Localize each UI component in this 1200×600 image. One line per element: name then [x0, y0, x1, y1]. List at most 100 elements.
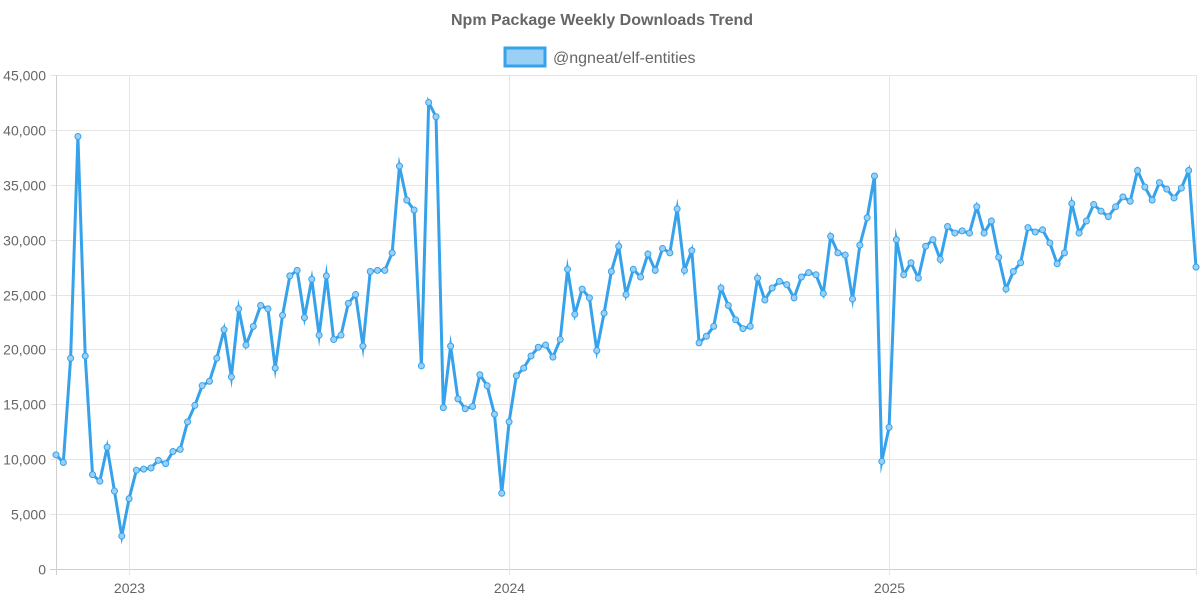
data-point[interactable]: [322, 272, 330, 280]
data-point[interactable]: [688, 247, 696, 255]
data-point[interactable]: [914, 274, 922, 282]
data-point[interactable]: [1075, 229, 1083, 237]
data-point[interactable]: [885, 423, 893, 431]
data-point[interactable]: [571, 310, 579, 318]
data-point[interactable]: [673, 205, 681, 213]
data-point[interactable]: [140, 465, 148, 473]
data-point[interactable]: [67, 354, 75, 362]
data-point[interactable]: [1185, 167, 1193, 175]
data-point[interactable]: [1119, 193, 1127, 201]
data-point[interactable]: [125, 495, 133, 503]
data-point[interactable]: [732, 316, 740, 324]
data-point[interactable]: [425, 98, 433, 106]
legend-swatch[interactable]: [503, 46, 547, 68]
data-point[interactable]: [527, 352, 535, 360]
data-point[interactable]: [388, 249, 396, 257]
data-point[interactable]: [666, 249, 674, 257]
data-point[interactable]: [739, 325, 747, 333]
data-point[interactable]: [768, 284, 776, 292]
data-point[interactable]: [856, 241, 864, 249]
data-point[interactable]: [1009, 268, 1017, 275]
data-point[interactable]: [439, 404, 447, 412]
data-point[interactable]: [615, 242, 623, 250]
data-point[interactable]: [1192, 263, 1200, 271]
data-point[interactable]: [973, 203, 981, 211]
data-point[interactable]: [987, 217, 995, 225]
data-point[interactable]: [374, 266, 382, 274]
data-point[interactable]: [315, 331, 323, 339]
data-point[interactable]: [1082, 217, 1090, 225]
data-point[interactable]: [907, 259, 915, 267]
data-point[interactable]: [797, 273, 805, 281]
data-point[interactable]: [944, 222, 952, 230]
data-point[interactable]: [578, 285, 586, 293]
data-point[interactable]: [1170, 194, 1178, 202]
data-point[interactable]: [995, 253, 1003, 261]
data-point[interactable]: [827, 232, 835, 240]
data-point[interactable]: [330, 336, 338, 344]
data-point[interactable]: [593, 347, 601, 355]
data-point[interactable]: [432, 113, 440, 121]
data-point[interactable]: [783, 281, 791, 289]
data-point[interactable]: [74, 132, 82, 140]
data-point[interactable]: [1177, 184, 1185, 192]
data-point[interactable]: [863, 214, 871, 222]
data-point[interactable]: [1053, 260, 1061, 268]
legend-label[interactable]: @ngneat/elf-entities: [553, 50, 696, 67]
data-point[interactable]: [403, 196, 411, 204]
data-point[interactable]: [89, 471, 97, 479]
data-point[interactable]: [205, 377, 213, 385]
data-point[interactable]: [184, 418, 192, 426]
data-point[interactable]: [585, 294, 593, 302]
data-point[interactable]: [534, 343, 542, 351]
data-point[interactable]: [600, 309, 608, 317]
data-point[interactable]: [59, 459, 67, 467]
data-point[interactable]: [476, 371, 484, 379]
data-point[interactable]: [490, 410, 498, 418]
data-point[interactable]: [103, 443, 111, 451]
data-point[interactable]: [900, 271, 908, 279]
data-point[interactable]: [754, 274, 762, 282]
data-point[interactable]: [637, 273, 645, 281]
data-point[interactable]: [724, 302, 732, 310]
data-point[interactable]: [1148, 196, 1156, 204]
data-point[interactable]: [366, 268, 374, 275]
data-point[interactable]: [556, 336, 564, 344]
data-point[interactable]: [191, 401, 199, 409]
data-point[interactable]: [929, 236, 937, 244]
data-point[interactable]: [1039, 226, 1047, 234]
data-point[interactable]: [213, 354, 221, 362]
data-point[interactable]: [892, 236, 900, 244]
data-point[interactable]: [1112, 203, 1120, 211]
data-point[interactable]: [746, 322, 754, 330]
data-point[interactable]: [870, 172, 878, 180]
data-point[interactable]: [805, 269, 813, 277]
data-point[interactable]: [1060, 249, 1068, 257]
data-point[interactable]: [410, 206, 418, 214]
data-point[interactable]: [227, 373, 235, 381]
data-point[interactable]: [162, 460, 170, 468]
data-point[interactable]: [300, 314, 308, 322]
data-point[interactable]: [695, 339, 703, 347]
data-point[interactable]: [1017, 259, 1025, 267]
data-point[interactable]: [644, 250, 652, 258]
data-point[interactable]: [257, 302, 265, 310]
data-point[interactable]: [834, 249, 842, 257]
data-point[interactable]: [264, 305, 272, 313]
data-point[interactable]: [147, 464, 155, 472]
data-point[interactable]: [395, 162, 403, 170]
data-point[interactable]: [81, 352, 89, 360]
data-point[interactable]: [812, 271, 820, 279]
data-point[interactable]: [936, 255, 944, 263]
data-point[interactable]: [242, 341, 250, 349]
data-point[interactable]: [52, 451, 60, 459]
data-point[interactable]: [110, 487, 118, 495]
data-point[interactable]: [96, 477, 104, 485]
data-point[interactable]: [542, 341, 550, 349]
data-point[interactable]: [235, 305, 243, 313]
data-point[interactable]: [1104, 213, 1112, 221]
data-point[interactable]: [417, 362, 425, 370]
data-point[interactable]: [447, 342, 455, 350]
data-point[interactable]: [651, 266, 659, 274]
data-point[interactable]: [629, 265, 637, 273]
